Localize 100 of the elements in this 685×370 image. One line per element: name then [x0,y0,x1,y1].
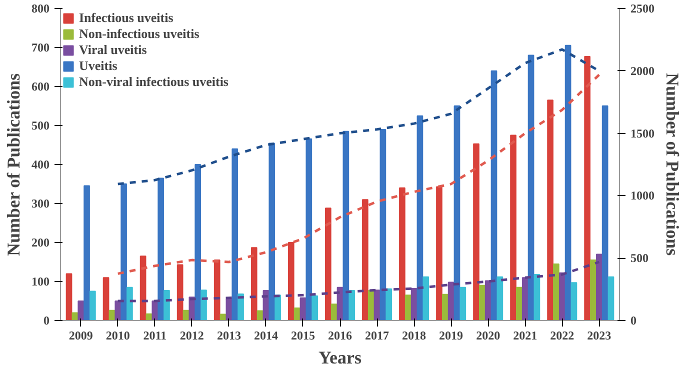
bar [274,294,281,320]
bar [380,129,386,320]
bar [416,115,424,320]
bar [250,247,258,320]
x-tick-label: 2012 [180,328,204,342]
bar [570,282,578,320]
bar [330,304,338,320]
bar [553,263,560,320]
bar [194,164,202,320]
bar [399,187,406,320]
x-tick-label: 2021 [513,328,538,342]
bar [336,286,344,320]
bar [404,294,412,320]
y-tick-label: 600 [32,80,50,94]
bar [422,276,430,320]
bar [176,264,184,320]
bar [268,142,276,320]
bar [120,183,127,320]
legend-label: Non-viral infectious uveitis [79,74,228,90]
x-tick-label: 2020 [476,328,500,342]
bar [126,286,133,320]
bar [547,100,554,320]
bar [442,294,448,320]
bar [182,310,190,320]
y2-tick-label: 1000 [630,188,654,203]
bar [158,178,164,320]
bar [232,148,238,320]
bar [342,130,350,320]
y2-tick-label: 2500 [630,2,654,16]
bar [348,290,356,320]
bar [214,260,220,320]
bar [564,44,572,320]
legend-label: Uveitis [79,58,118,74]
bar [484,280,492,320]
bar [362,199,368,320]
bar [528,54,534,320]
x-axis-title: Years [318,348,362,368]
bar [602,105,608,320]
bar [596,254,602,320]
bar [84,185,90,320]
bar [496,276,504,320]
x-tick-label: 2017 [365,328,390,342]
x-tick-label: 2023 [587,328,612,342]
bar [238,293,244,320]
bar [386,288,392,320]
bar [410,288,418,320]
bar [294,308,300,320]
x-tick-label: 2010 [106,328,130,342]
y-tick-label: 700 [32,40,50,54]
y-tick-label: 300 [32,196,50,210]
x-tick-label: 2018 [402,328,426,342]
x-tick-label: 2016 [328,328,352,342]
y-tick-label: 200 [32,236,50,250]
bar [490,70,498,320]
y2-tick-label: 0 [630,314,636,328]
bar [510,134,516,320]
bar [448,282,454,320]
bar [590,260,596,320]
y2-axis-title: Number of Publications [662,72,682,256]
bar [78,300,84,320]
y2-tick-label: 2000 [630,64,654,78]
bar [374,290,380,320]
bar [306,138,312,320]
y-tick-label: 400 [32,158,50,172]
bar [608,276,614,320]
bar [436,186,442,320]
y-tick-label: 0 [44,314,50,328]
x-tick-label: 2011 [143,328,167,342]
bar [90,290,96,320]
bar [534,274,540,320]
bar [102,277,110,320]
bar [164,290,170,320]
x-tick-label: 2019 [439,328,464,342]
y2-tick-label: 1500 [630,126,654,140]
bar [516,286,522,320]
y-tick-label: 500 [32,118,50,132]
legend-label: Infectious uveitis [79,10,174,26]
legend-label: Viral uveitis [79,42,147,58]
y-axis-title: Number of Publications [4,73,24,256]
bar [473,143,480,320]
x-tick-label: 2014 [254,328,278,342]
y-tick-label: 800 [32,2,50,16]
legend-label: Non-infectious uveitis [79,26,200,42]
bar [454,105,460,320]
bar [584,56,590,320]
x-tick-label: 2009 [68,328,93,342]
y-tick-label: 100 [32,274,50,288]
bar [288,242,294,320]
bar [368,290,374,320]
bar [558,272,566,320]
bar [66,273,72,320]
bar [324,208,332,320]
bar [200,290,207,320]
line-series [116,260,600,302]
x-tick-label: 2013 [216,328,241,342]
bar [522,277,528,320]
y2-tick-label: 500 [630,251,648,266]
x-tick-label: 2022 [550,328,574,342]
x-tick-label: 2015 [290,328,315,342]
bar [312,295,318,320]
